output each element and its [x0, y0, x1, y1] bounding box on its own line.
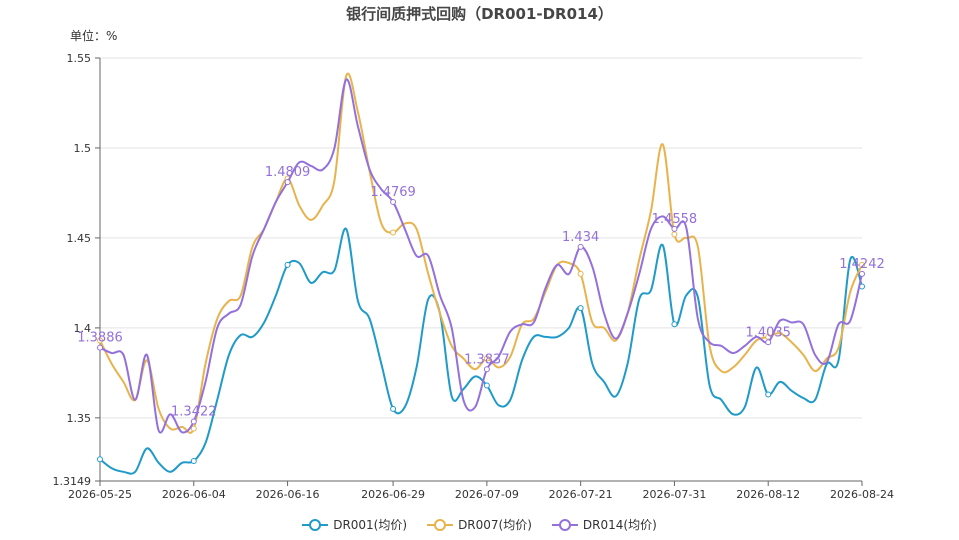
data-label: 1.4558 [652, 212, 698, 227]
series-point-2 [577, 270, 584, 277]
x-tick-label: 2026-07-09 [455, 488, 519, 501]
series-point-3 [190, 418, 197, 425]
series-point-1 [577, 305, 584, 312]
data-label: 1.4769 [370, 185, 416, 200]
legend-line-icon [427, 518, 454, 531]
x-tick-label: 2026-06-04 [162, 488, 226, 501]
series-line-3 [99, 78, 863, 434]
series-point-3 [859, 270, 865, 277]
series-point-1 [284, 261, 291, 268]
series-point-1 [765, 391, 772, 398]
legend-item-1[interactable]: DR001(均价) [302, 516, 407, 533]
x-tick-label: 2026-06-29 [361, 488, 425, 501]
legend-line-icon [302, 518, 329, 531]
legend-label: DR001(均价) [333, 518, 408, 532]
series-point-3 [284, 179, 291, 186]
data-label: 1.3422 [171, 404, 217, 419]
series-point-1 [671, 321, 678, 328]
data-label: 1.4035 [745, 325, 791, 340]
x-tick-label: 2026-06-16 [256, 488, 320, 501]
y-unit-label: 单位：% [70, 29, 118, 43]
series-point-1 [483, 382, 490, 389]
legend-label: DR014(均价) [582, 518, 657, 532]
series-point-3 [765, 339, 772, 346]
y-tick-label: 1.55 [67, 52, 92, 65]
series-point-2 [97, 337, 103, 344]
series-point-1 [390, 405, 397, 412]
data-label: 1.3886 [77, 331, 123, 346]
x-tick-label: 2026-07-21 [549, 488, 613, 501]
series-point-3 [390, 198, 397, 205]
series-point-3 [577, 243, 584, 250]
series-point-2 [190, 425, 197, 432]
x-tick-label: 2026-08-12 [736, 488, 800, 501]
series-point-2 [483, 355, 490, 362]
chart-legend: DR001(均价) DR007(均价) DR014(均价) [0, 516, 959, 533]
x-tick-label: 2026-07-31 [642, 488, 706, 501]
legend-item-3[interactable]: DR014(均价) [551, 516, 657, 533]
series-point-2 [671, 231, 678, 238]
legend-line-icon [551, 518, 578, 531]
data-label: 1.4809 [265, 165, 311, 180]
data-label: 1.4242 [839, 257, 885, 272]
y-tick-label: 1.45 [67, 232, 92, 245]
y-tick-label: 1.5 [74, 142, 92, 155]
line-chart: 1.3149 1.35 1.4 1.45 1.5 1.55 2026-05-25 2026-0… [53, 52, 894, 501]
series-point-3 [483, 366, 490, 373]
data-label: 1.3837 [464, 352, 510, 367]
data-label: 1.434 [562, 230, 599, 245]
series-point-2 [859, 261, 865, 268]
chart-title: 银行间质押式回购（DR001-DR014） [346, 5, 613, 23]
x-tick-label: 2026-05-25 [68, 488, 132, 501]
x-tick-label: 2026-08-24 [830, 488, 894, 501]
series-point-3 [671, 225, 678, 232]
legend-item-2[interactable]: DR007(均价) [427, 516, 532, 533]
series-point-3 [97, 344, 103, 351]
series-point-1 [190, 458, 197, 465]
series-point-1 [97, 456, 103, 463]
y-tick-label: 1.35 [67, 412, 92, 425]
legend-label: DR007(均价) [458, 518, 532, 532]
series-line-2 [99, 72, 863, 434]
series-point-2 [390, 229, 397, 236]
y-tick-label: 1.3149 [53, 475, 92, 488]
y-tick-label: 1.4 [74, 322, 92, 335]
